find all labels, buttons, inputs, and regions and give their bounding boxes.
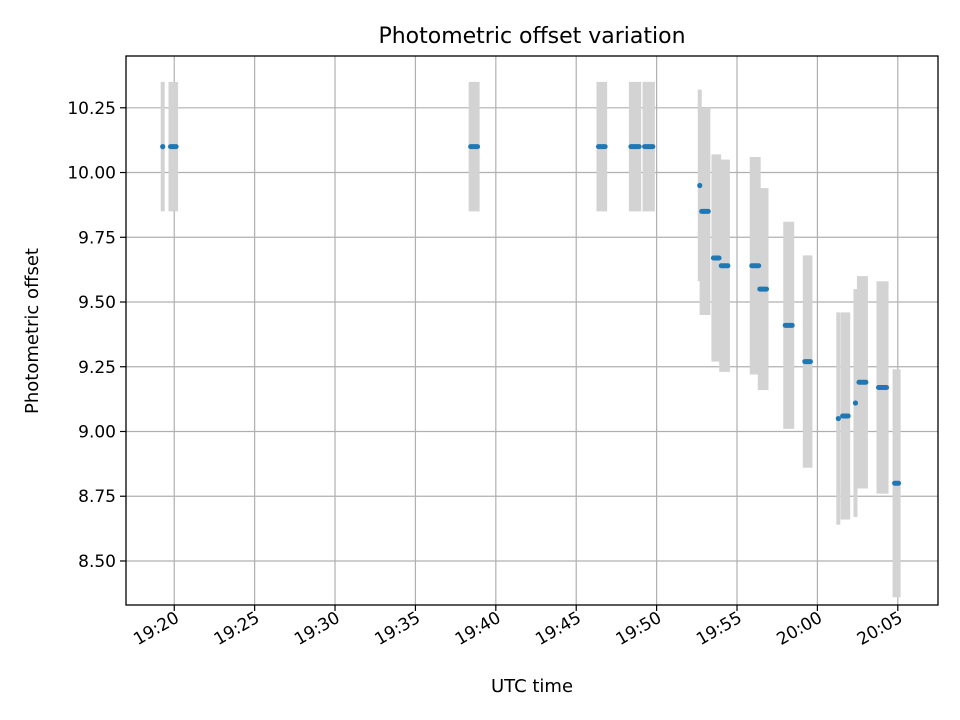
- y-tick-label: 10.25: [67, 99, 116, 119]
- y-tick-label: 9.50: [78, 293, 116, 313]
- data-point: [835, 415, 841, 422]
- x-axis-label: UTC time: [491, 676, 573, 697]
- y-tick-label: 10.00: [67, 164, 116, 184]
- data-point: [852, 400, 859, 406]
- y-tick-label: 9.00: [78, 422, 116, 442]
- data-point: [697, 182, 703, 189]
- data-point: [160, 144, 166, 150]
- chart-title: Photometric offset variation: [378, 24, 685, 49]
- y-tick-label: 9.75: [78, 228, 116, 248]
- grid-lines: [126, 56, 938, 605]
- data-points: [160, 144, 902, 486]
- y-tick-label: 8.50: [78, 552, 116, 572]
- y-axis-label: Photometric offset: [22, 248, 43, 414]
- plot-frame: [125, 55, 939, 606]
- y-tick-label: 9.25: [78, 358, 116, 378]
- y-axis-ticks: 8.50 8.75 9.00 9.25 9.50 9.75 10.00 10.25: [67, 99, 126, 572]
- y-tick-label: 8.75: [78, 487, 116, 507]
